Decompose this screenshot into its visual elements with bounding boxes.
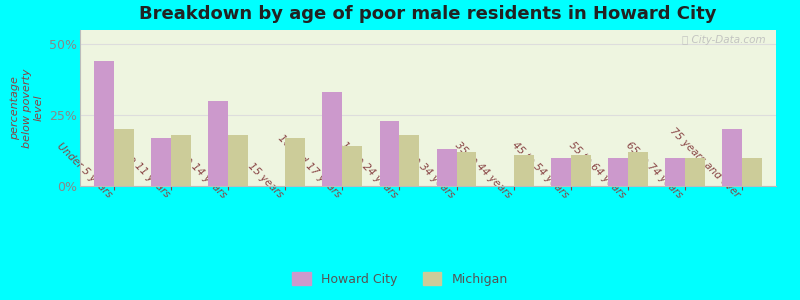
Bar [742,158,762,186]
Bar [342,146,362,186]
Bar [94,61,114,186]
Bar [628,152,648,186]
Bar [685,158,705,186]
Bar [208,101,228,186]
Bar [457,152,477,186]
Bar [514,155,534,186]
Bar [322,92,342,186]
Bar [550,158,570,186]
Y-axis label: percentage
below poverty
level: percentage below poverty level [10,68,44,148]
Legend: Howard City, Michigan: Howard City, Michigan [287,267,513,291]
Bar [286,138,306,186]
Title: Breakdown by age of poor male residents in Howard City: Breakdown by age of poor male residents … [139,5,717,23]
Bar [608,158,628,186]
Text: Ⓢ City-Data.com: Ⓢ City-Data.com [682,35,766,45]
Bar [379,121,399,186]
Bar [665,158,685,186]
Bar [399,135,419,186]
Bar [722,129,742,186]
Bar [570,155,590,186]
Bar [228,135,248,186]
Bar [171,135,191,186]
Bar [437,149,457,186]
Bar [114,129,134,186]
Bar [151,138,171,186]
